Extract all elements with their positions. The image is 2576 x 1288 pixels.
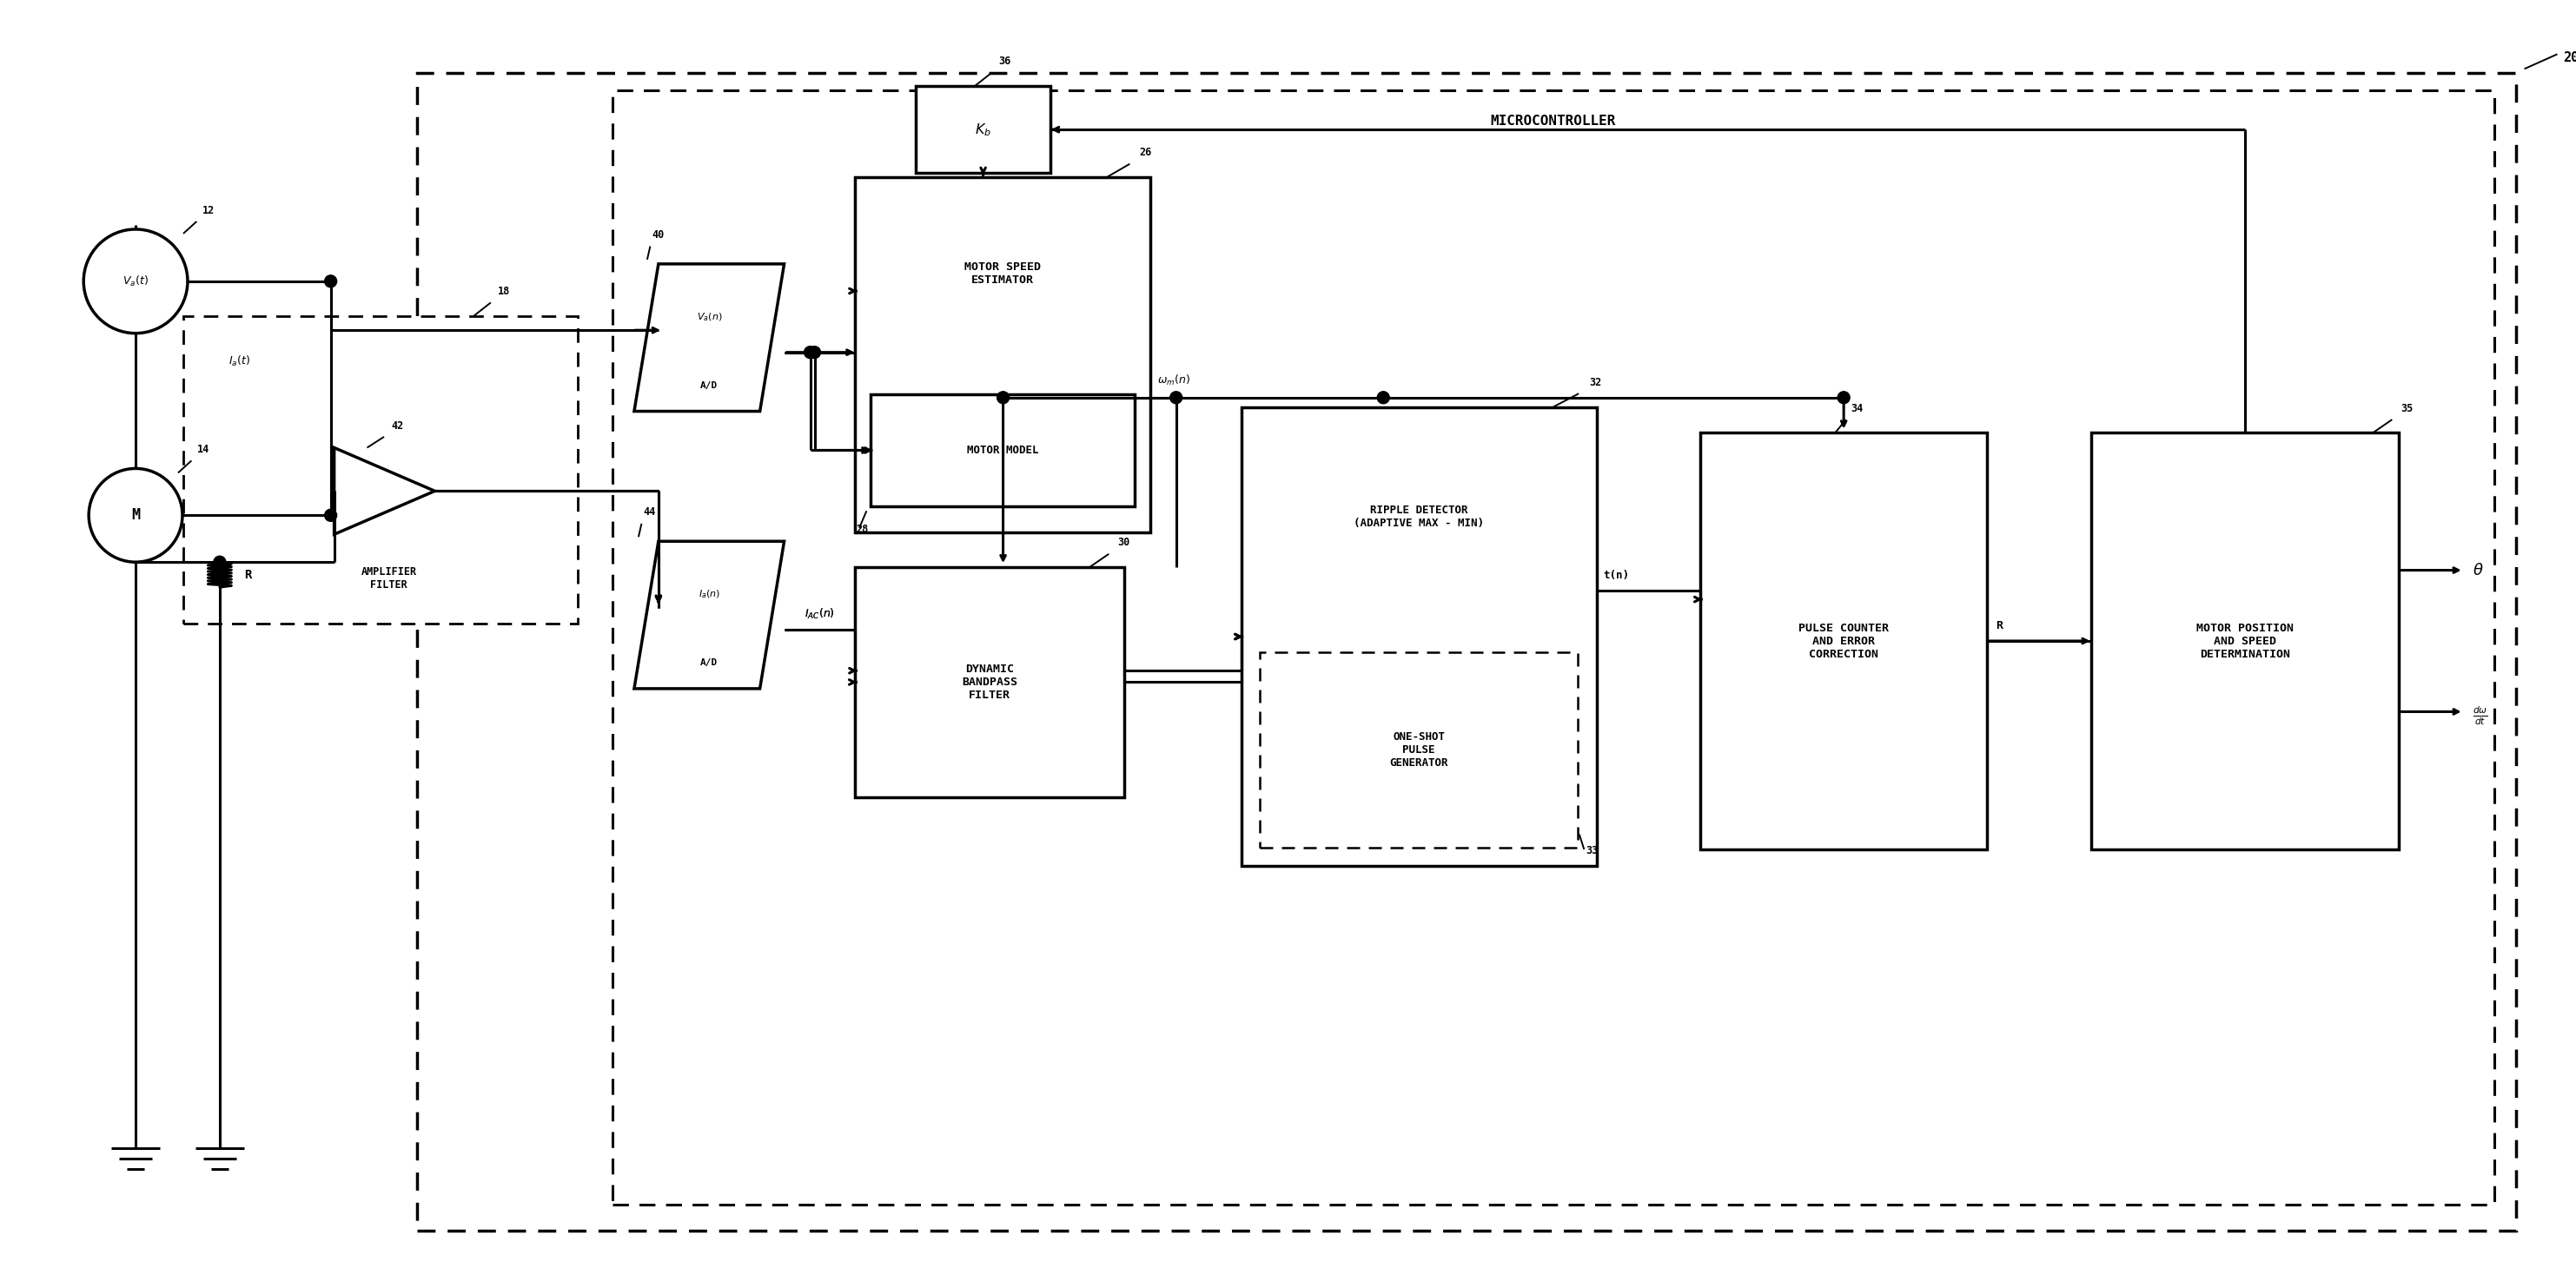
Text: R: R	[1996, 620, 2002, 631]
Text: $\theta$: $\theta$	[2473, 563, 2483, 578]
Text: 30: 30	[1118, 537, 1128, 549]
Bar	[871, 394, 1133, 506]
Bar	[613, 90, 2494, 1204]
Text: $I_{AC}(n)$: $I_{AC}(n)$	[804, 607, 835, 621]
Text: MOTOR POSITION
AND SPEED
DETERMINATION: MOTOR POSITION AND SPEED DETERMINATION	[2197, 622, 2293, 659]
Text: $K_b$: $K_b$	[974, 121, 992, 138]
Text: A/D: A/D	[701, 381, 719, 389]
Text: 20: 20	[2563, 52, 2576, 64]
Circle shape	[1170, 392, 1182, 403]
Bar	[1242, 407, 1597, 867]
Text: t(n): t(n)	[1602, 569, 1631, 581]
Bar	[917, 86, 1051, 173]
Text: M: M	[131, 507, 139, 523]
Text: $\frac{d\omega}{dt}$: $\frac{d\omega}{dt}$	[2473, 705, 2488, 728]
Text: $V_a(n)$: $V_a(n)$	[696, 312, 721, 323]
Circle shape	[88, 469, 183, 562]
Text: 44: 44	[644, 506, 654, 518]
Text: ONE-SHOT
PULSE
GENERATOR: ONE-SHOT PULSE GENERATOR	[1388, 732, 1448, 769]
Text: 40: 40	[652, 229, 665, 241]
Circle shape	[997, 392, 1010, 403]
Circle shape	[82, 229, 188, 334]
Text: $I_a(n)$: $I_a(n)$	[698, 589, 721, 600]
Text: $V_a(t)$: $V_a(t)$	[124, 274, 149, 289]
Bar	[2092, 433, 2398, 849]
Bar	[1260, 652, 1577, 848]
Circle shape	[325, 509, 337, 522]
Text: MICROCONTROLLER: MICROCONTROLLER	[1492, 115, 1615, 128]
Text: MOTOR MODEL: MOTOR MODEL	[966, 444, 1038, 456]
Text: AMPLIFIER
FILTER: AMPLIFIER FILTER	[361, 567, 417, 591]
Bar	[417, 73, 2517, 1230]
Bar	[855, 567, 1123, 797]
Text: RIPPLE DETECTOR
(ADAPTIVE MAX - MIN): RIPPLE DETECTOR (ADAPTIVE MAX - MIN)	[1355, 505, 1484, 529]
Circle shape	[809, 346, 822, 358]
Circle shape	[325, 276, 337, 287]
Text: 33: 33	[1587, 845, 1600, 857]
Text: MOTOR SPEED
ESTIMATOR: MOTOR SPEED ESTIMATOR	[963, 261, 1041, 286]
Text: 26: 26	[1139, 147, 1151, 158]
Text: $I_{AC}(n)$: $I_{AC}(n)$	[804, 607, 835, 621]
Text: DYNAMIC
BANDPASS
FILTER: DYNAMIC BANDPASS FILTER	[961, 663, 1018, 701]
Bar	[1700, 433, 1986, 849]
Circle shape	[804, 346, 817, 358]
Text: 34: 34	[1850, 403, 1862, 413]
Circle shape	[1837, 392, 1850, 403]
Text: A/D: A/D	[701, 658, 719, 667]
Text: 35: 35	[2401, 403, 2414, 413]
Bar	[855, 178, 1149, 533]
Text: 12: 12	[204, 205, 214, 216]
Text: R: R	[245, 568, 252, 581]
Circle shape	[214, 556, 227, 568]
Text: 14: 14	[198, 444, 209, 456]
Text: $\omega_m(n)$: $\omega_m(n)$	[1157, 374, 1190, 388]
Bar	[183, 316, 577, 623]
Text: $I_a(t)$: $I_a(t)$	[229, 354, 250, 368]
Text: 28: 28	[855, 524, 868, 536]
Text: 32: 32	[1589, 376, 1602, 388]
Text: PULSE COUNTER
AND ERROR
CORRECTION: PULSE COUNTER AND ERROR CORRECTION	[1798, 622, 1888, 659]
Circle shape	[1378, 392, 1388, 403]
Text: 36: 36	[999, 55, 1012, 67]
Text: 42: 42	[392, 421, 404, 431]
Text: 18: 18	[497, 286, 510, 296]
